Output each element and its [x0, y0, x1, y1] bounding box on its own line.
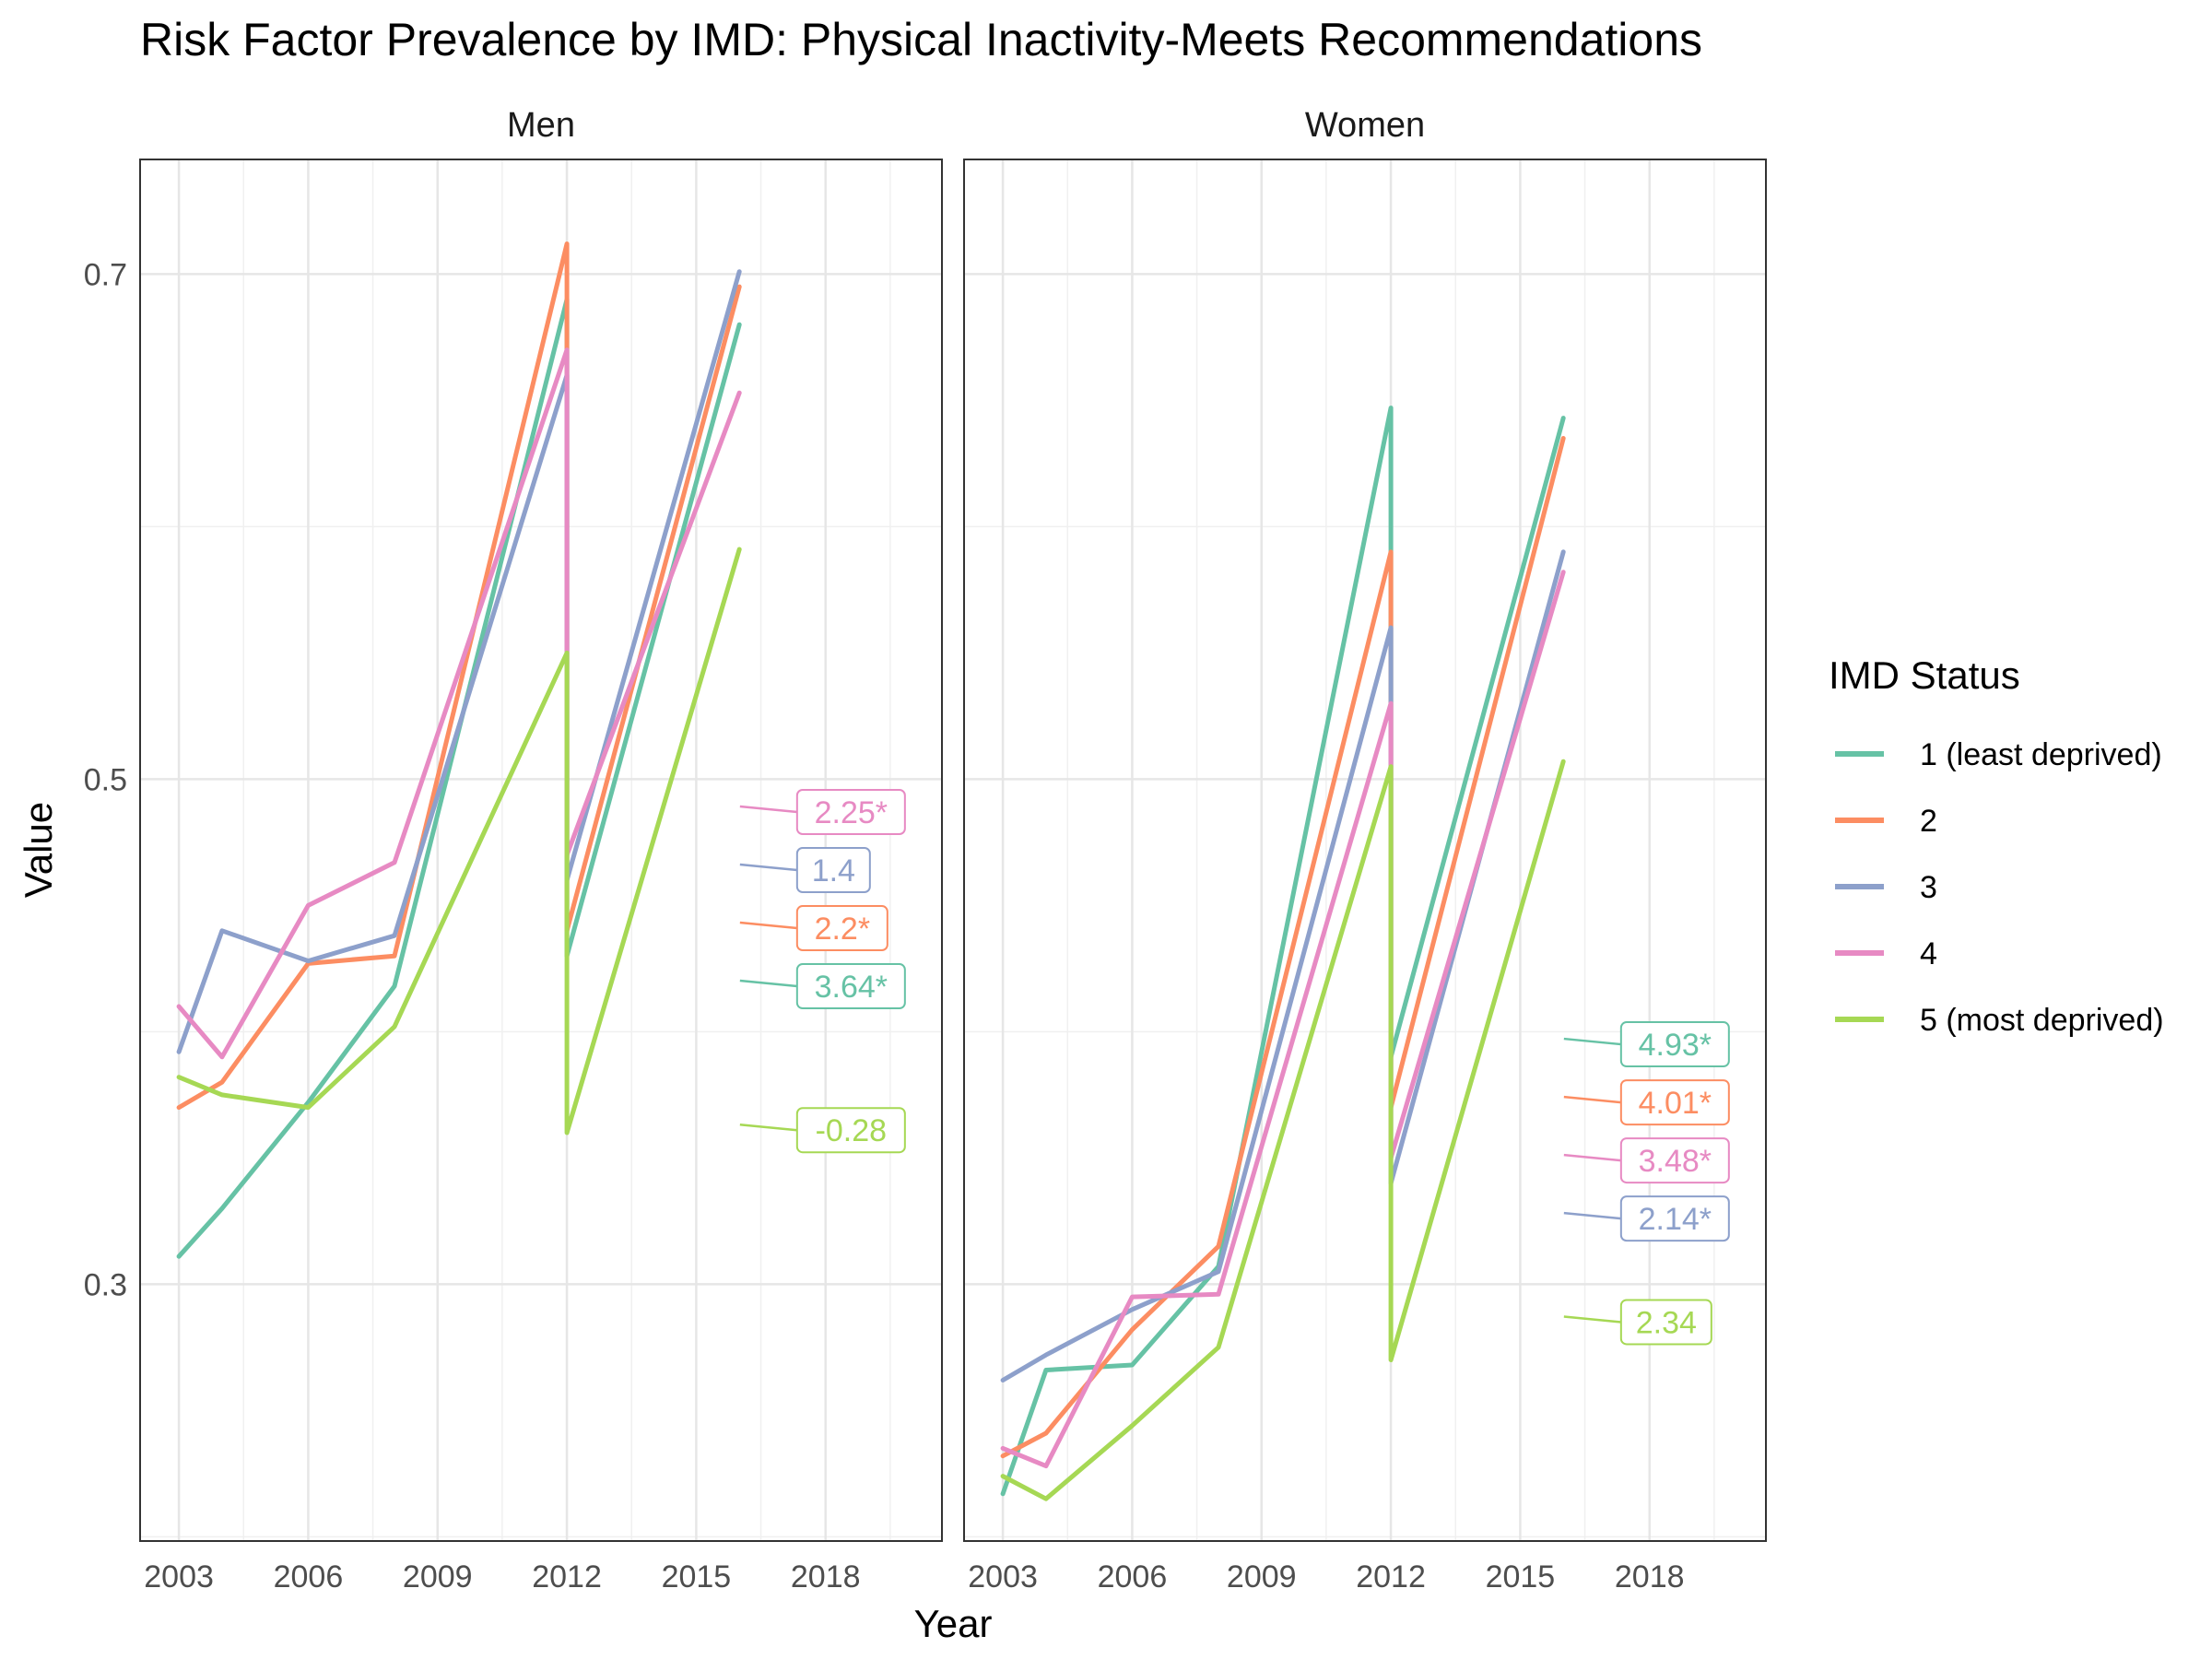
label-box: [1619, 1021, 1730, 1068]
panel-border-men: [139, 159, 943, 1542]
x-tick-label: 2012: [1356, 1559, 1426, 1594]
strip-label-women: Women: [1305, 106, 1425, 145]
label-leader: [739, 979, 797, 988]
y-axis-title: Value: [17, 802, 60, 898]
series-men: [176, 241, 742, 1259]
legend: IMD Status 1 (least deprived) 2 3 4 5 (most …: [1829, 653, 2164, 1038]
label-leader: [1563, 1211, 1621, 1220]
legend-title: IMD Status: [1829, 653, 2020, 697]
data-label: 4.01*: [1639, 1086, 1712, 1121]
label-box: [1619, 1299, 1712, 1346]
panel-border-women: [963, 159, 1767, 1542]
x-tick-label: 2018: [1615, 1559, 1685, 1594]
data-label: 2.34: [1636, 1305, 1697, 1340]
data-label: 2.14*: [1639, 1202, 1712, 1237]
label-leader: [1563, 1037, 1621, 1046]
x-tick-label: 2015: [662, 1559, 732, 1594]
label-box: [1619, 1137, 1730, 1184]
data-label: 3.64*: [815, 970, 888, 1005]
label-leader: [1563, 1315, 1621, 1324]
legend-label: 5 (most deprived): [1920, 1003, 2164, 1038]
x-ticks-men: 2003 2006 2009 2012 2015 2018: [144, 1559, 860, 1594]
legend-label: 3: [1920, 870, 1937, 905]
series-women: [1000, 406, 1566, 1501]
x-ticks-women: 2003 2006 2009 2012 2015 2018: [968, 1559, 1684, 1594]
x-tick-label: 2015: [1486, 1559, 1556, 1594]
series-line: [176, 297, 742, 1259]
label-leader: [739, 863, 797, 872]
data-label: 2.2*: [815, 912, 871, 947]
legend-label: 2: [1920, 804, 1937, 839]
series-line: [176, 547, 742, 1135]
x-tick-label: 2003: [144, 1559, 214, 1594]
label-leader: [1563, 1095, 1621, 1104]
label-box: [795, 905, 888, 952]
x-tick-label: 2003: [968, 1559, 1038, 1594]
panel-men: Men 2.25* 1.4 2.2* 3.64* -0.28 0.3 0.5 0.7 200…: [84, 106, 943, 1594]
label-leader: [739, 921, 797, 930]
x-axis-title: Year: [914, 1602, 993, 1645]
legend-label: 1 (least deprived): [1920, 737, 2162, 772]
x-tick-label: 2009: [403, 1559, 473, 1594]
label-box: [795, 963, 906, 1010]
data-label: -0.28: [816, 1113, 888, 1148]
y-tick-label: 0.7: [84, 257, 127, 292]
label-box: [795, 788, 906, 835]
x-tick-label: 2006: [1098, 1559, 1168, 1594]
legend-label: 4: [1920, 936, 1937, 971]
label-box: [795, 1107, 906, 1154]
x-tick-label: 2012: [532, 1559, 602, 1594]
panel-women: Women 4.93*4.01*3.48*2.14*2.34 2003 2006 2…: [963, 106, 1767, 1594]
data-label: 1.4: [812, 853, 855, 888]
label-box: [1619, 1079, 1730, 1126]
label-leader: [1563, 1153, 1621, 1162]
label-box: [1619, 1195, 1730, 1242]
label-box: [795, 847, 871, 894]
series-line: [176, 347, 742, 1060]
x-tick-label: 2009: [1227, 1559, 1297, 1594]
series-line: [1000, 549, 1566, 1382]
y-tick-label: 0.3: [84, 1267, 127, 1302]
label-leader: [739, 805, 797, 814]
series-line: [176, 269, 742, 1054]
data-label: 2.25*: [815, 795, 888, 830]
x-tick-label: 2006: [274, 1559, 344, 1594]
series-line: [1000, 759, 1566, 1501]
y-tick-label: 0.5: [84, 762, 127, 797]
data-label: 4.93*: [1639, 1028, 1712, 1063]
label-leader: [739, 1123, 797, 1132]
chart-title: Risk Factor Prevalence by IMD: Physical …: [140, 14, 1702, 65]
data-label: 3.48*: [1639, 1144, 1712, 1179]
labels-women: 4.93* 4.01* 3.48* 2.14* 2.34: [1563, 1021, 1730, 1346]
strip-label-men: Men: [507, 106, 575, 145]
x-tick-label: 2018: [791, 1559, 861, 1594]
y-ticks: 0.3 0.5 0.7: [84, 257, 127, 1302]
labels-men: 2.25* 1.4 2.2* 3.64* -0.28: [739, 788, 906, 1154]
